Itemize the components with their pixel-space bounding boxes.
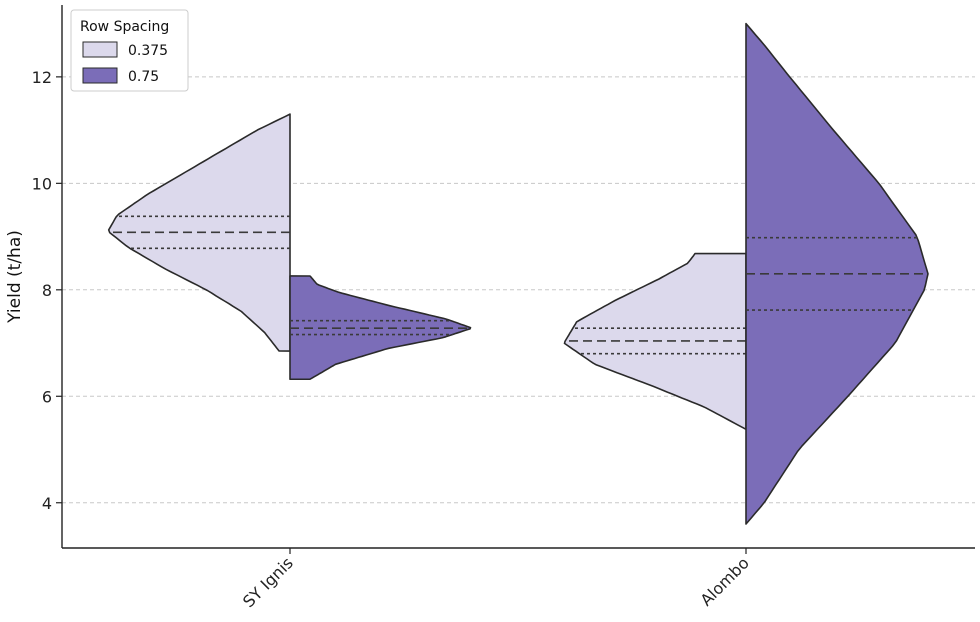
legend-title: Row Spacing [80, 19, 169, 35]
y-axis-title: Yield (t/ha) [5, 230, 25, 324]
axes [61, 5, 975, 549]
y-tick-label: 4 [42, 494, 52, 513]
legend-items: 0.375 0.75 [82, 41, 168, 85]
legend-swatch [82, 41, 118, 58]
violins [107, 22, 929, 525]
x-tick-label: Alombo [696, 553, 752, 609]
y-tick-label: 10 [32, 174, 52, 193]
y-tick-label: 12 [32, 68, 52, 87]
x-tick-label: SY Ignis [239, 553, 297, 611]
grid-lines [62, 76, 975, 504]
legend-label: 0.375 [128, 43, 168, 59]
y-tick-label: 8 [42, 281, 52, 300]
legend-label: 0.75 [128, 69, 159, 85]
legend-swatch [82, 67, 118, 84]
legend: Row Spacing 0.375 0.75 [70, 9, 189, 92]
y-tick-label: 6 [42, 387, 52, 406]
